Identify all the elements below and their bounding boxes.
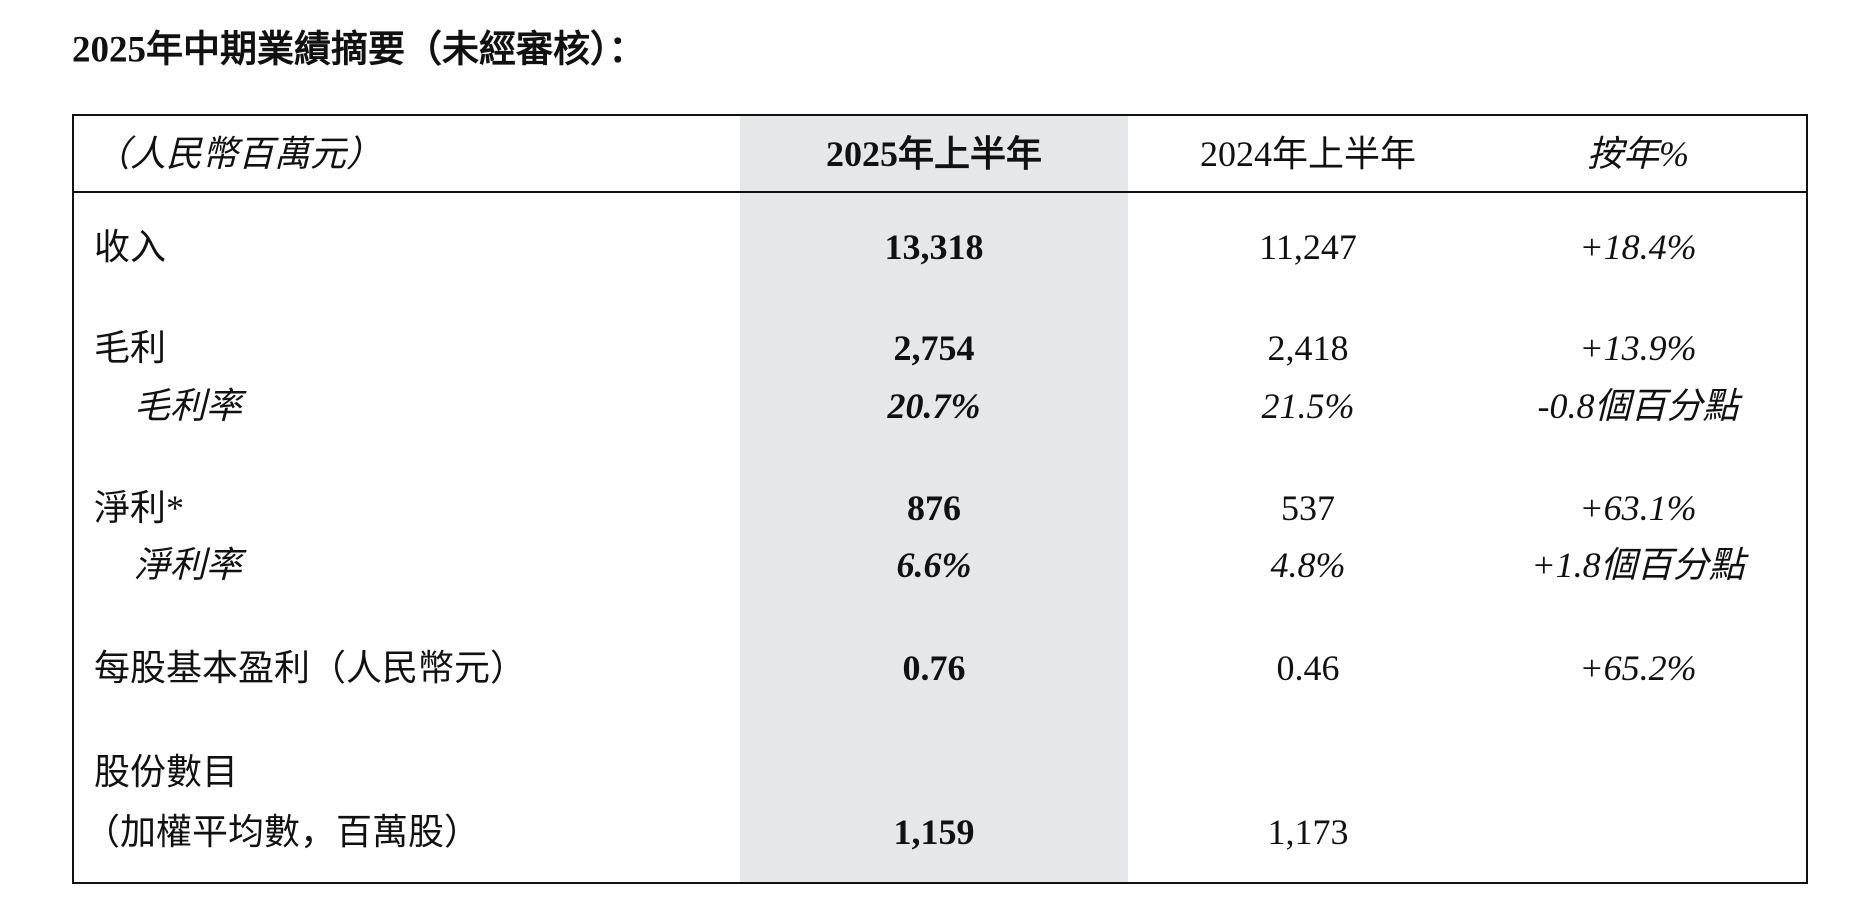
row-label: 股份數目	[94, 752, 239, 792]
cell: +63.1%	[1579, 488, 1697, 528]
row-label: 毛利	[94, 328, 167, 368]
cell: 876	[907, 488, 961, 528]
cell: 13,318	[884, 227, 984, 267]
cell: -0.8個百分點	[1537, 386, 1739, 426]
highlight-column	[740, 116, 1128, 882]
table-border	[72, 114, 1808, 884]
row-label: 毛利率	[134, 386, 243, 426]
column-header: 按年%	[1587, 134, 1689, 174]
cell: 4.8%	[1270, 545, 1346, 585]
column-header: 2024年上半年	[1199, 134, 1417, 174]
row-label: 淨利率	[134, 545, 243, 585]
cell: 2,754	[893, 328, 975, 368]
cell: 11,247	[1259, 227, 1357, 267]
title: 2025年中期業績摘要（未經審核）：	[72, 29, 646, 71]
header-rule	[72, 191, 1808, 193]
cell: +1.8個百分點	[1531, 545, 1745, 585]
column-header: 2025年上半年	[825, 134, 1043, 174]
cell: 21.5%	[1261, 386, 1355, 426]
cell: +18.4%	[1579, 227, 1697, 267]
row-label: （加權平均數，百萬股）	[84, 812, 481, 852]
cell: +65.2%	[1579, 648, 1697, 688]
column-header: （人民幣百萬元）	[94, 134, 383, 174]
cell: 537	[1281, 488, 1335, 528]
cell: 2,418	[1267, 328, 1349, 368]
row-label: 收入	[94, 227, 167, 267]
cell: 1,159	[893, 812, 975, 852]
cell: 1,173	[1267, 812, 1349, 852]
cell: +13.9%	[1579, 328, 1697, 368]
cell: 0.46	[1276, 648, 1340, 688]
row-label: 淨利*	[94, 488, 185, 528]
row-label: 每股基本盈利（人民幣元）	[94, 648, 527, 688]
cell: 20.7%	[887, 386, 981, 426]
cell: 0.76	[902, 648, 966, 688]
cell: 6.6%	[896, 545, 972, 585]
